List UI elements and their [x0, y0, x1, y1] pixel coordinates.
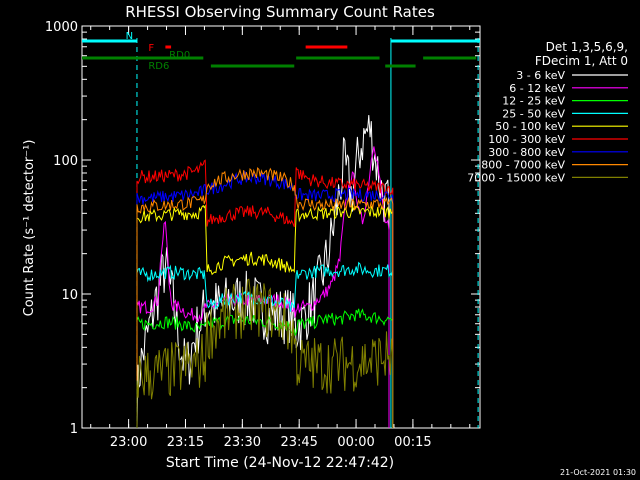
legend-header-line-1: Det 1,3,5,6,9,: [546, 40, 628, 54]
series-line-2: [136, 308, 394, 428]
legend-entry-label: 25 - 50 keV: [502, 107, 565, 120]
legend-entry-label: 800 - 7000 keV: [481, 159, 565, 172]
x-tick-label: 23:30: [224, 435, 261, 450]
x-tick-label: 23:45: [280, 435, 317, 450]
y-axis-label: Count Rate (s⁻¹ detector⁻¹): [22, 140, 37, 317]
legend-entry-label: 7000 - 15000 keV: [467, 171, 565, 184]
chart-title: RHESSI Observing Summary Count Rates: [125, 3, 435, 21]
x-tick-label: 00:00: [337, 435, 374, 450]
flag-label-f: F: [148, 43, 154, 54]
y-tick-label: 100: [53, 154, 78, 169]
y-tick-label: 10: [61, 288, 78, 303]
series-line-6: [136, 171, 394, 428]
flag-label-rd0: RD0: [169, 50, 190, 61]
plot-area: 1 10 100 1000 23:00 23:15 23:30 23:45 00:00 00:15…: [45, 20, 481, 450]
legend-entry-label: 100 - 300 keV: [488, 133, 565, 146]
legend-entry-label: 12 - 25 keV: [502, 95, 565, 108]
series-line-3: [136, 261, 394, 428]
series-line-4: [136, 204, 394, 428]
x-tick-label: 00:15: [394, 435, 431, 450]
flag-label-rd6: RD6: [148, 61, 169, 72]
legend-entry-label: 3 - 6 keV: [516, 69, 565, 82]
plot-frame: [81, 25, 481, 429]
series-line-8: [136, 278, 394, 428]
legend-entry-label: 300 - 800 keV: [488, 146, 565, 159]
series-line-7: [136, 167, 394, 428]
x-axis-label: Start Time (24-Nov-12 22:47:42): [166, 455, 394, 471]
x-tick-label: 23:00: [110, 435, 147, 450]
legend-entry-label: 50 - 100 keV: [495, 120, 565, 133]
y-tick-label: 1: [70, 422, 78, 437]
flag-label-n: N: [126, 31, 133, 42]
y-tick-label: 1000: [45, 20, 78, 35]
legend-header-line-2: FDecim 1, Att 0: [535, 54, 628, 68]
series-line-5: [136, 159, 394, 428]
footer-date: 21-Oct-2021 01:30: [560, 468, 636, 477]
x-tick-label: 23:15: [167, 435, 204, 450]
legend-entry-label: 6 - 12 keV: [509, 82, 565, 95]
